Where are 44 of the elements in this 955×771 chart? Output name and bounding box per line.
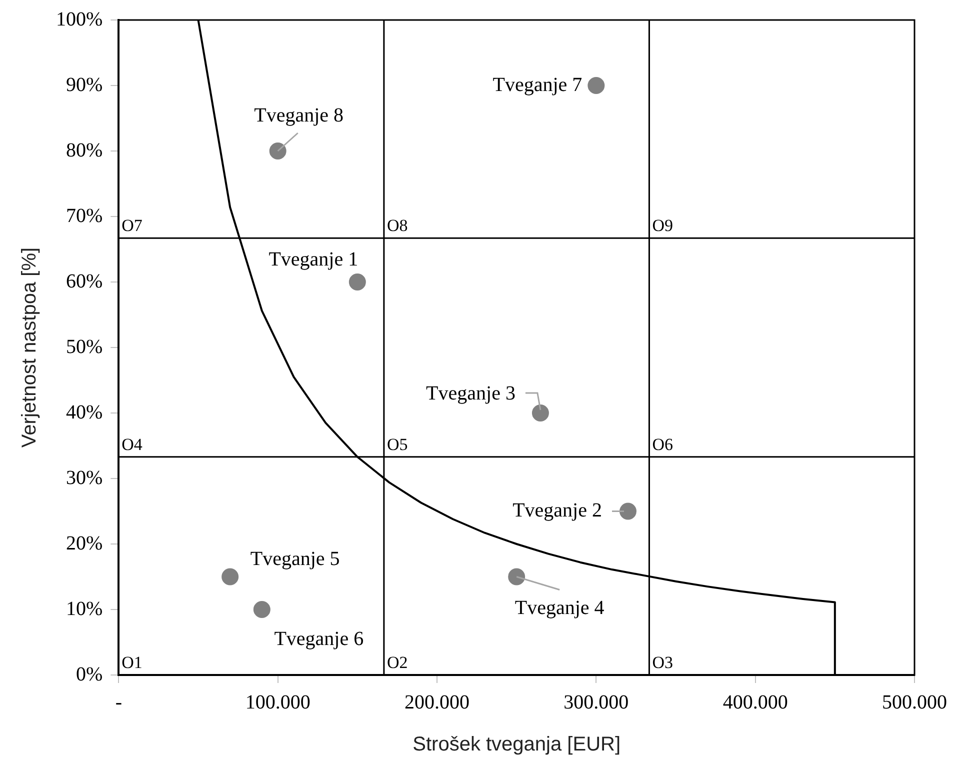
- y-tick-label: 20%: [66, 532, 103, 554]
- y-tick-label: 30%: [66, 466, 103, 489]
- annotation: Tveganje 5: [250, 548, 340, 570]
- x-tick-label: -: [115, 691, 122, 714]
- annotation: O2: [386, 652, 408, 672]
- annotation: O6: [652, 434, 673, 454]
- annotation: Tveganje 1: [268, 248, 358, 270]
- annotation: Tveganje 8: [254, 104, 344, 126]
- y-axis-title: Verjetnost nastpoa [%]: [18, 247, 41, 448]
- annotation: Tveganje 6: [274, 628, 364, 650]
- y-tick-label: 40%: [66, 401, 103, 424]
- x-tick-label: 300.000: [564, 691, 629, 714]
- annotation: O9: [652, 216, 673, 236]
- point: [588, 77, 605, 94]
- y-tick-label: 60%: [66, 270, 103, 292]
- annotation: O3: [652, 652, 673, 672]
- annotation: O8: [386, 216, 408, 236]
- annotation: O1: [122, 652, 142, 672]
- point: [508, 568, 526, 586]
- point: [532, 404, 549, 422]
- annotation: O7: [122, 216, 143, 236]
- y-tick-label: 10%: [66, 598, 103, 620]
- x-axis-title: Strošek tveganja [EUR]: [412, 734, 621, 756]
- x-tick-label: 400.000: [722, 691, 788, 714]
- annotation: O4: [122, 434, 143, 454]
- y-tick-label: 0%: [76, 663, 103, 686]
- x-tick-label: 100.000: [245, 691, 310, 714]
- x-tick-label: 500.000: [882, 691, 947, 714]
- annotation: O5: [386, 434, 408, 454]
- y-tick-label: 90%: [66, 74, 103, 96]
- point: [222, 568, 239, 586]
- annotation: Tveganje 3: [426, 382, 516, 404]
- point: [269, 142, 286, 160]
- annotation: Tveganje 2: [512, 500, 602, 522]
- point: [348, 274, 366, 290]
- annotation: Tveganje 7: [492, 74, 582, 96]
- x-tick-label: 200.000: [404, 691, 470, 714]
- annotation: Tveganje 4: [514, 597, 604, 619]
- point: [619, 502, 636, 520]
- y-tick-label: 70%: [66, 204, 103, 227]
- point: [253, 601, 270, 618]
- y-tick-label: 80%: [66, 139, 103, 162]
- y-tick-label: 50%: [66, 336, 103, 358]
- y-tick-label: 100%: [56, 8, 103, 30]
